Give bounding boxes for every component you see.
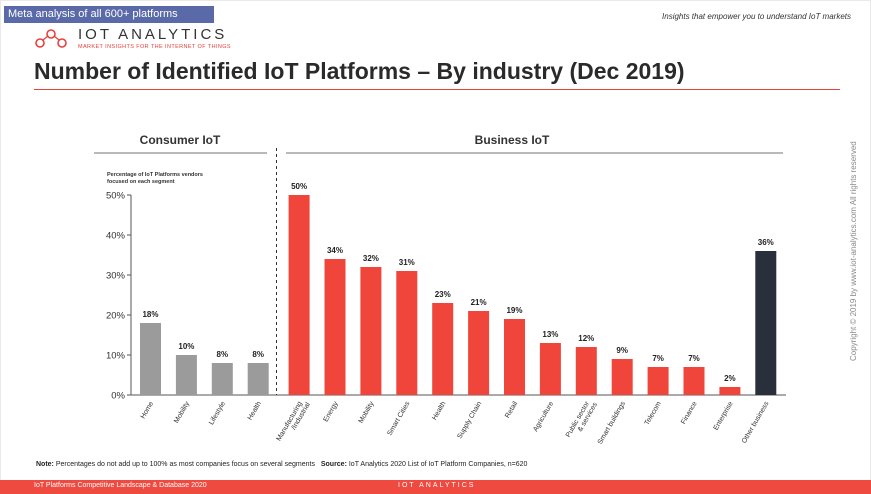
bar-value-label: 31%	[399, 258, 415, 267]
category-label: Supply Chain	[456, 400, 483, 440]
bar-value-label: 7%	[652, 354, 664, 363]
bar	[719, 387, 741, 395]
bar	[247, 363, 269, 395]
y-tick-label: 20%	[106, 311, 126, 322]
bar-value-label: 10%	[178, 342, 194, 351]
bar	[396, 271, 418, 395]
bar	[755, 251, 777, 395]
bar	[360, 267, 382, 395]
bar-value-label: 36%	[758, 238, 774, 247]
side-copyright: Copyright © 2019 by www.iot-analytics.co…	[849, 141, 858, 361]
group-header-consumer: Consumer IoT	[140, 133, 221, 147]
category-label: Mobility	[173, 400, 191, 424]
bar-value-label: 34%	[327, 246, 343, 255]
category-label: Mobility	[358, 400, 376, 424]
category-label: Other business	[741, 400, 771, 445]
category-label: Smart Cities	[386, 400, 411, 437]
bar-value-label: 19%	[506, 306, 522, 315]
category-label: Health	[247, 400, 263, 421]
bar-value-label: 9%	[616, 346, 628, 355]
bar-value-label: 18%	[142, 310, 158, 319]
bar-value-label: 7%	[688, 354, 700, 363]
bar-value-label: 13%	[542, 330, 558, 339]
category-label: Retail	[504, 400, 519, 419]
category-label: Energy	[323, 400, 340, 423]
bar	[468, 311, 490, 395]
category-label: Home	[140, 400, 155, 420]
footer-logo: IOT ANALYTICS	[398, 482, 476, 489]
bar	[504, 319, 525, 395]
bar	[611, 359, 633, 395]
category-label: Lifestyle	[208, 400, 227, 426]
bar-value-label: 21%	[471, 298, 487, 307]
bar-value-label: 12%	[578, 334, 594, 343]
network-logo-icon	[35, 29, 67, 48]
y-tick-label: 30%	[106, 271, 126, 282]
bar	[140, 323, 161, 395]
bar	[432, 303, 454, 395]
footer-text: IoT Platforms Competitive Landscape & Da…	[34, 482, 207, 489]
logo-wordmark: IOT ANALYTICS	[78, 26, 228, 43]
group-header-business: Business IoT	[475, 133, 550, 147]
bar-chart: 0% 10% 20% 30% 40% 50% Percentage of IoT Platf…	[94, 133, 786, 446]
y-axis-label-line1: Percentage of IoT Platforms vendors	[107, 172, 203, 178]
iot-analytics-logo: IOT ANALYTICS MARKET INSIGHTS FOR THE IN…	[34, 26, 234, 54]
y-axis-label-line2: focused on each segment	[107, 179, 175, 185]
title-divider	[34, 89, 840, 90]
page-title: Number of Identified IoT Platforms – By …	[34, 58, 685, 84]
y-tick-label: 40%	[106, 231, 126, 242]
y-tick-label: 50%	[106, 191, 126, 202]
bar	[324, 259, 346, 395]
bar	[647, 367, 669, 395]
bar	[211, 363, 233, 395]
meta-tag: Meta analysis of all 600+ platforms	[4, 6, 214, 23]
note-text: Percentages do not add up to 100% as mos…	[53, 461, 315, 468]
category-label: Telecom	[644, 400, 663, 426]
category-label: Health	[431, 400, 447, 421]
category-label: Finance	[680, 400, 699, 425]
note-label: Note:	[36, 461, 54, 468]
chart-note: Note: Percentages do not add up to 100% …	[36, 461, 527, 468]
y-tick-label: 10%	[106, 351, 126, 362]
source-label: Source:	[320, 461, 347, 468]
bar-value-label: 8%	[217, 350, 229, 359]
category-label: Enterprise	[713, 400, 735, 431]
bar-value-label: 23%	[435, 290, 451, 299]
bar-value-label: 8%	[252, 350, 264, 359]
source-text: IoT Analytics 2020 List of IoT Platform …	[346, 461, 528, 468]
bar	[683, 367, 705, 395]
tagline: Insights that empower you to understand …	[662, 12, 851, 21]
bar	[575, 347, 597, 395]
logo-subtitle: MARKET INSIGHTS FOR THE INTERNET OF THIN…	[78, 44, 231, 50]
bar-value-label: 32%	[363, 254, 379, 263]
bar-value-label: 2%	[724, 374, 736, 383]
bar	[288, 195, 310, 395]
y-tick-label: 0%	[111, 391, 125, 402]
bar	[175, 355, 197, 395]
bar	[539, 343, 561, 395]
category-label: Smart buildings	[597, 400, 627, 446]
footer-bar: IoT Platforms Competitive Landscape & Da…	[0, 480, 871, 494]
bar-value-label: 50%	[291, 182, 307, 191]
category-label: Agriculture	[532, 400, 555, 433]
